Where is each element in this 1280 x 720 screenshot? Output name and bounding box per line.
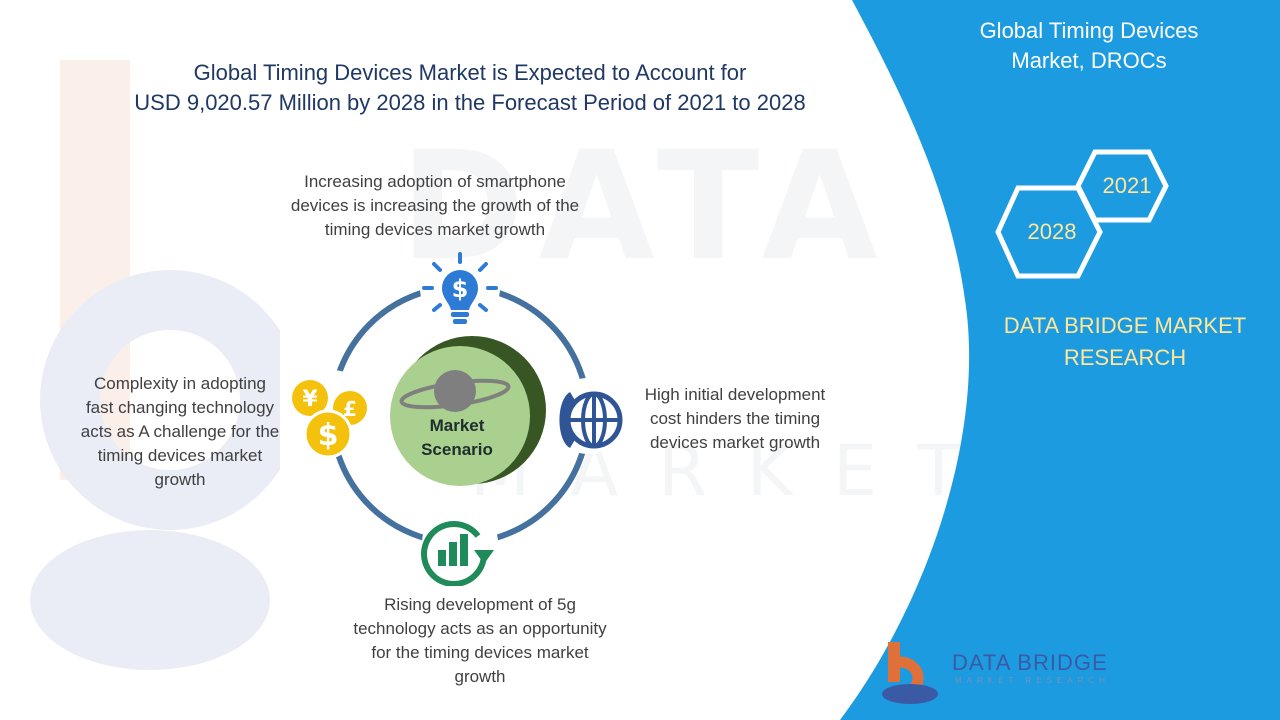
sidebar-title: Global Timing Devices Market, DROCs [960, 16, 1218, 76]
opportunity-bottom-line: for the timing devices market [371, 643, 589, 662]
restraint-right-line: devices market growth [649, 433, 821, 452]
data-bridge-logo-icon [882, 642, 938, 704]
year-hexagons [995, 149, 1169, 279]
sidebar-brand-line2: RESEARCH [1063, 345, 1187, 370]
opportunity-bottom-line: growth [454, 667, 506, 686]
sidebar-brand: DATA BRIDGE MARKET RESEARCH [990, 310, 1260, 374]
planet-icon [434, 370, 476, 412]
globe-phone-icon [559, 391, 623, 449]
restraint-right-line: cost hinders the timing [649, 409, 821, 428]
growth-chart-icon [421, 521, 494, 586]
lightbulb-dollar-icon: $ [422, 252, 498, 324]
challenge-left-line: fast changing technology [85, 398, 275, 417]
headline: Global Timing Devices Market is Expected… [60, 58, 880, 118]
driver-top-text: Increasing adoption of smartphone device… [250, 170, 620, 242]
year-2021-label: 2021 [1102, 173, 1152, 198]
challenge-left-line: Complexity in adopting [94, 374, 266, 393]
svg-text:$: $ [318, 418, 339, 453]
sidebar-brand-line1: DATA BRIDGE MARKET [1003, 313, 1247, 338]
center-label-line2: Scenario [421, 440, 493, 459]
footer-logo-tagline: MARKET RESEARCH [955, 676, 1110, 685]
footer-logo-name: DATA BRIDGE [952, 650, 1108, 675]
center-label-line1: Market [429, 416, 485, 435]
driver-top-line: devices is increasing the growth of the [290, 196, 580, 215]
challenge-left-text: Complexity in adopting fast changing tec… [60, 372, 300, 492]
challenge-left-line: acts as A challenge for the [80, 422, 280, 441]
hexagon-2028 [995, 185, 1103, 279]
svg-text:£: £ [343, 397, 357, 421]
svg-text:$: $ [452, 275, 469, 303]
headline-line1: Global Timing Devices Market is Expected… [193, 60, 747, 85]
opportunity-bottom-line: Rising development of 5g [384, 595, 576, 614]
center-label: Market Scenario [405, 414, 509, 462]
challenge-left-line: growth [154, 470, 206, 489]
restraint-right-line: High initial development [644, 385, 826, 404]
headline-line2: USD 9,020.57 Million by 2028 in the Fore… [134, 90, 806, 115]
currency-coins-icon: ¥ £ $ [292, 380, 367, 459]
opportunity-bottom-line: technology acts as an opportunity [353, 619, 607, 638]
year-2028-label: 2028 [1027, 219, 1077, 244]
challenge-left-line: timing devices market [97, 446, 263, 465]
restraint-right-text: High initial development cost hinders th… [620, 383, 850, 455]
driver-top-line: Increasing adoption of smartphone [304, 172, 566, 191]
opportunity-bottom-text: Rising development of 5g technology acts… [300, 593, 660, 689]
svg-text:¥: ¥ [302, 387, 318, 412]
sidebar-title-line2: Market, DROCs [1011, 48, 1167, 73]
sidebar-title-line1: Global Timing Devices [979, 18, 1199, 43]
driver-top-line: timing devices market growth [324, 220, 546, 239]
